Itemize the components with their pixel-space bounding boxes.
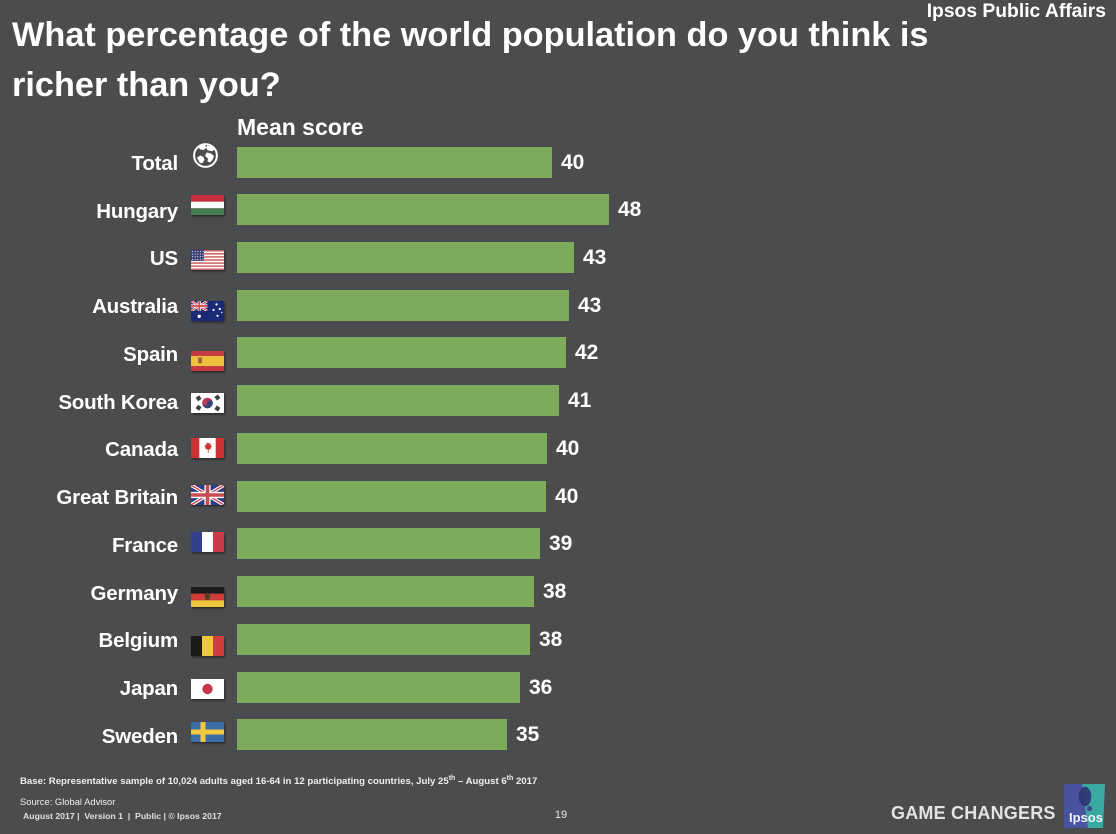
svg-text:Ipsos: Ipsos [1069, 810, 1103, 825]
